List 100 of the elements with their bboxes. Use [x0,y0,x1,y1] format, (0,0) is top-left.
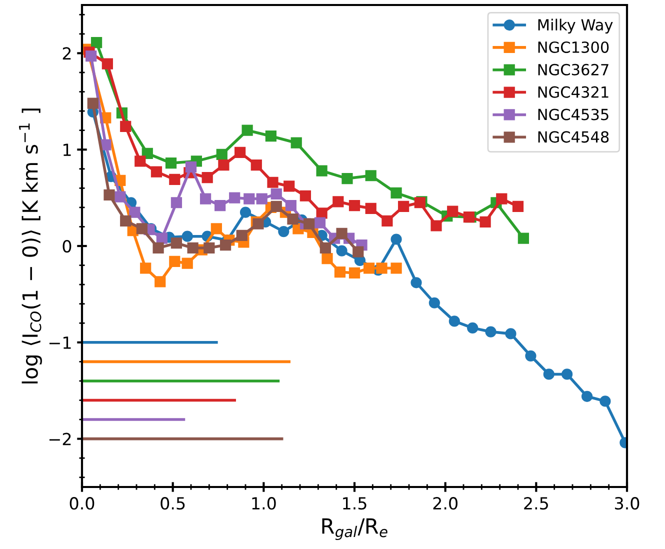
point [390,234,402,245]
point [348,267,360,279]
point [430,220,442,232]
point [285,200,296,212]
point [150,166,162,178]
point [382,215,393,226]
point [505,328,516,340]
legend-label: NGC4548 [538,131,609,143]
point [390,187,402,199]
point [322,252,333,264]
point [220,239,232,251]
point [140,262,152,274]
y-tick-label: −1 [49,336,71,349]
point [365,202,376,214]
point [250,159,262,171]
point [332,196,344,208]
point [336,228,348,240]
point [365,170,376,182]
point [216,148,228,160]
point [496,193,508,204]
point [102,58,113,70]
point [104,189,115,200]
point [182,230,193,242]
point [447,206,458,217]
point [170,197,182,208]
legend-label: NGC4535 [538,108,608,120]
point [448,316,460,327]
point [278,226,290,238]
x-tick-label: 2.5 [524,497,548,510]
legend-label: NGC1300 [538,41,609,53]
point [169,256,180,267]
point [428,297,440,308]
point [352,246,364,258]
legend-label: NGC4321 [538,86,608,98]
point [376,262,388,274]
x-tick-label: 0.0 [70,497,94,510]
y-tick-label: −2 [49,432,71,446]
point [242,124,253,136]
x-axis-title: R$_{gal}$/R$_{e}$ [322,518,388,540]
point [518,232,530,244]
point [467,322,478,334]
point [152,242,164,254]
point [304,218,315,230]
x-tick-label: 3.0 [615,497,640,510]
point [336,245,348,256]
point [187,242,198,254]
legend-label: Milky Way [538,18,613,34]
point [120,215,132,226]
point [129,206,140,218]
point [236,230,248,241]
point [229,192,240,204]
point [410,277,422,288]
point [290,137,302,148]
point [165,158,177,169]
point [185,161,197,173]
point [114,191,126,202]
y-tick-label: 0 [62,240,72,253]
point [244,193,255,204]
y-tick-label: 2 [62,47,71,60]
point [256,193,268,204]
point [342,172,353,184]
point [87,98,98,109]
point [169,174,180,186]
point [202,172,213,184]
x-tick-label: 2.0 [433,497,458,510]
point [142,148,153,160]
legend-label: NGC3627 [538,64,608,76]
x-tick-label: 1.0 [252,497,276,510]
point [210,223,222,234]
point [480,216,491,228]
point [170,238,182,249]
point [581,390,593,402]
point [600,396,611,407]
point [316,165,328,176]
point [543,368,554,380]
x-tick-label: 0.5 [160,497,185,510]
point [200,193,212,204]
point [270,188,282,200]
point [182,258,193,269]
point [240,206,252,218]
point [265,130,276,142]
y-axis-title: log ⟨I$_{CO}$(1 − 0)⟩ [K km s$^{−1}$ ] [19,108,42,384]
point [204,242,215,254]
x-tick-label: 1.5 [343,497,366,510]
point [287,213,298,225]
point [314,217,326,228]
point [300,190,312,202]
point [398,200,410,212]
point [234,146,246,158]
point [512,200,524,212]
point [134,156,146,167]
point [390,262,402,274]
point [218,159,230,171]
point [214,200,226,212]
y-tick-label: 1 [64,144,71,156]
point [120,120,132,132]
point [561,368,573,380]
point [270,200,282,212]
point [136,223,148,234]
point [363,262,375,274]
